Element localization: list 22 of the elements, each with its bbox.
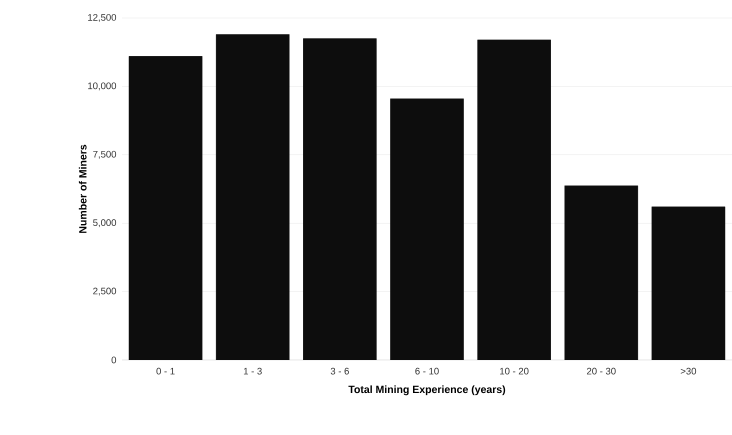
bar [477,40,551,360]
y-tick-label: 2,500 [93,288,116,296]
bar [216,34,290,360]
x-axis-title: Total Mining Experience (years) [348,385,506,396]
x-tick-label: 1 - 3 [244,368,262,375]
y-tick-label: 10,000 [88,82,116,90]
y-tick-label: 7,500 [93,150,116,159]
bar [303,38,377,360]
bar [652,206,726,360]
x-tick-label: 10 - 20 [500,368,529,375]
y-tick-label: 5,000 [93,219,116,228]
x-tick-label: 3 - 6 [330,368,349,375]
x-tick-label: 6 - 10 [415,368,439,375]
bar [564,186,638,360]
bar [390,98,464,360]
y-tick-label: 12,500 [88,14,116,22]
y-tick-label: 0 [112,356,116,364]
y-axis-title: Number of Miners [78,144,87,233]
bar [128,56,202,360]
x-tick-label: 20 - 30 [586,368,616,375]
x-tick-label: >30 [680,368,696,375]
x-tick-label: 0 - 1 [156,368,175,375]
